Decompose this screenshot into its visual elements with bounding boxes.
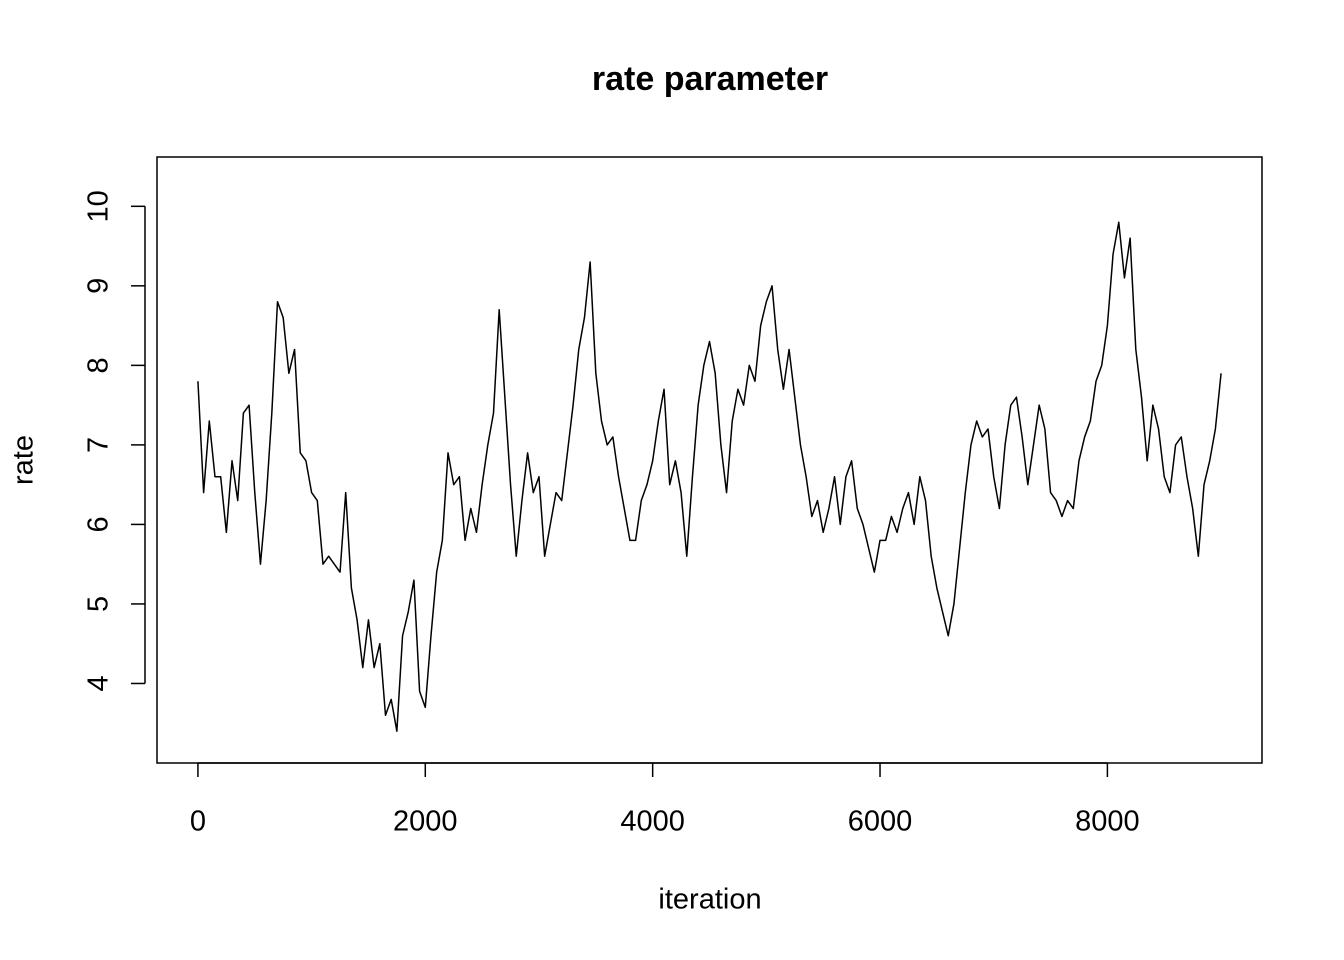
x-tick-label: 4000 [620,806,685,838]
x-tick-label: 2000 [393,806,458,838]
trace-line [197,221,1222,732]
x-tick-label: 0 [190,806,206,838]
y-tick-label: 10 [83,190,115,222]
y-tick-label: 6 [83,516,115,532]
y-tick-label: 5 [83,596,115,612]
y-tick-label: 4 [83,675,115,691]
x-axis-label: iteration [658,884,761,916]
y-tick-label: 8 [83,357,115,373]
chart-title: rate parameter [592,60,828,98]
y-tick-label: 9 [83,278,115,294]
x-tick-label: 6000 [848,806,913,838]
y-tick-label: 7 [83,437,115,453]
x-tick-label: 8000 [1075,806,1140,838]
y-axis-label: rate [8,435,40,485]
